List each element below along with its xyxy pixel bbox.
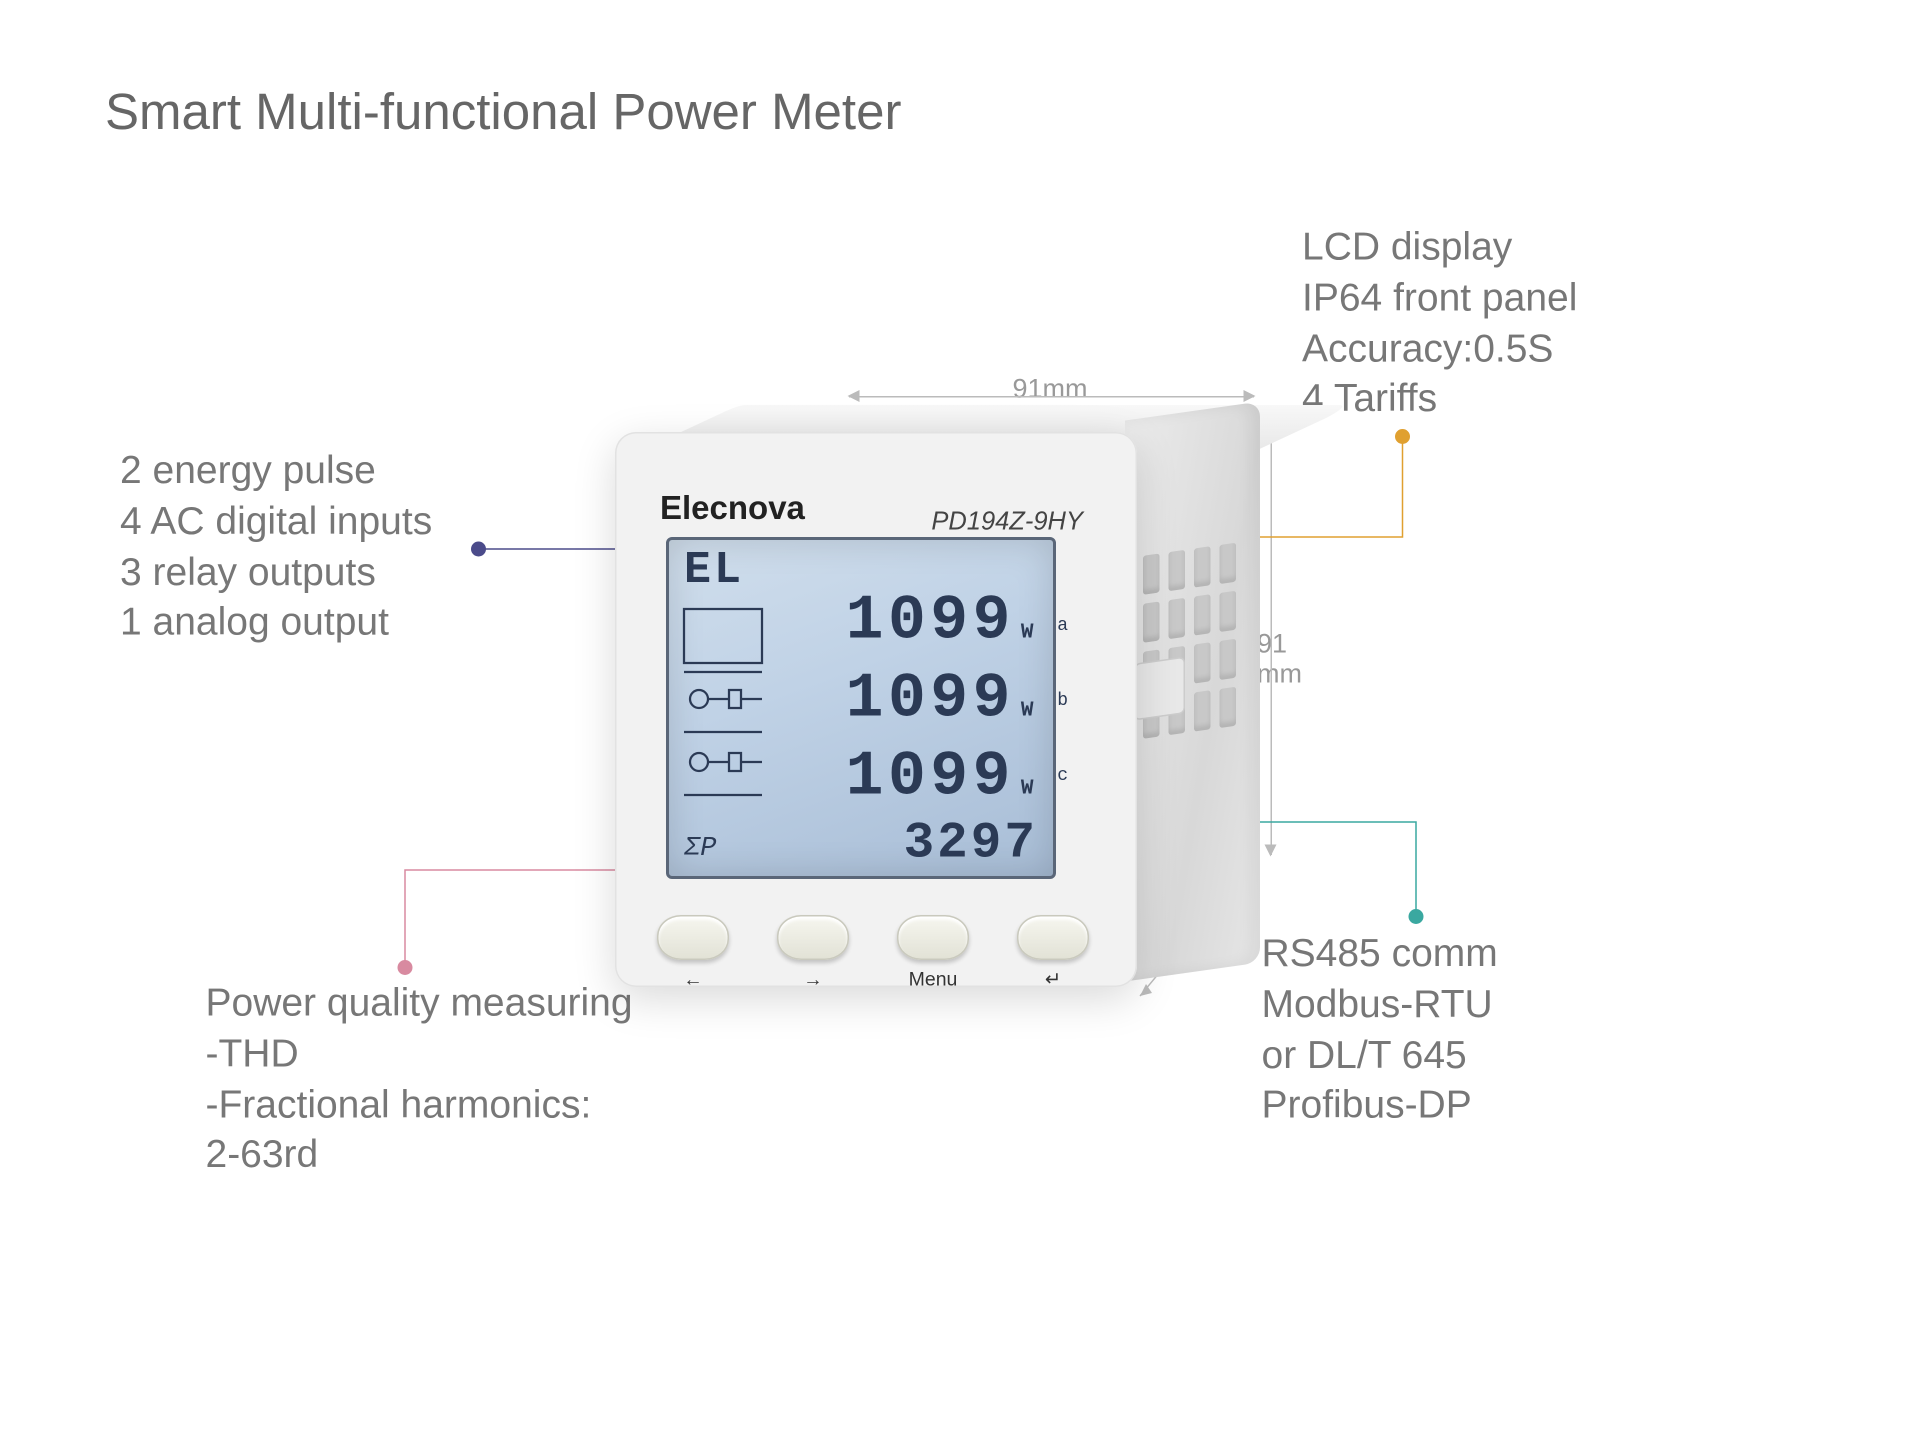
left-button[interactable]: ← — [657, 915, 729, 960]
enter-button[interactable]: ↵ — [1017, 915, 1089, 960]
meter-front-panel: Elecnova PD194Z-9HY EL — [615, 432, 1137, 987]
callout-line: RS485 comm — [1262, 929, 1498, 980]
lcd-phase-label: b — [1057, 690, 1068, 711]
page-title: Smart Multi-functional Power Meter — [105, 84, 901, 143]
callout-line: IP64 front panel — [1302, 273, 1577, 324]
lcd-reading-c: 1099W — [846, 741, 1038, 813]
meter-buttons: ← → Menu ↵ — [657, 915, 1089, 960]
meter-model: PD194Z-9HY — [931, 507, 1083, 537]
power-meter-device: Elecnova PD194Z-9HY EL — [615, 405, 1260, 1013]
meter-mounting-clip — [1134, 656, 1185, 720]
menu-label: Menu — [909, 968, 958, 991]
callout-line: or DL/T 645 — [1262, 1030, 1498, 1081]
dimension-width: 91mm — [1013, 374, 1088, 406]
callout-display: LCD display IP64 front panel Accuracy:0.… — [1302, 222, 1577, 425]
callout-io: 2 energy pulse 4 AC digital inputs 3 rel… — [120, 446, 432, 649]
meter-brand: Elecnova — [660, 489, 805, 528]
callout-line: 2-63rd — [206, 1130, 633, 1181]
callout-power-quality: Power quality measuring -THD -Fractional… — [206, 978, 633, 1181]
callout-line: 4 AC digital inputs — [120, 496, 432, 547]
callout-line: 2 energy pulse — [120, 446, 432, 497]
left-arrow-icon: ← — [683, 968, 703, 991]
right-arrow-icon: → — [803, 968, 823, 991]
callout-line: Modbus-RTU — [1262, 979, 1498, 1030]
lcd-sigma-label: ΣP — [684, 834, 716, 864]
lcd-phase-label: a — [1057, 615, 1068, 636]
callout-line: 4 Tariffs — [1302, 374, 1577, 425]
dimension-height: 91mm — [1257, 630, 1302, 689]
lcd-phase-label: c — [1057, 765, 1068, 786]
callout-line: -Fractional harmonics: — [206, 1079, 633, 1130]
menu-button[interactable]: Menu — [897, 915, 969, 960]
dimension-arrow-width — [849, 396, 1254, 398]
lcd-wiring-diagram-icon — [678, 606, 774, 801]
callout-comm: RS485 comm Modbus-RTU or DL/T 645 Profib… — [1262, 929, 1498, 1132]
lcd-total: 3297 — [904, 816, 1038, 873]
lcd-reading-a: 1099W — [846, 585, 1038, 657]
lcd-mode-label: EL — [684, 546, 744, 597]
meter-lcd: EL a b — [666, 537, 1056, 879]
enter-icon: ↵ — [1045, 968, 1061, 992]
callout-line: -THD — [206, 1029, 633, 1080]
callout-line: Accuracy:0.5S — [1302, 323, 1577, 374]
callout-line: Profibus-DP — [1262, 1081, 1498, 1132]
right-button[interactable]: → — [777, 915, 849, 960]
callout-line: 1 analog output — [120, 598, 432, 649]
callout-line: Power quality measuring — [206, 978, 633, 1029]
lcd-reading-b: 1099W — [846, 663, 1038, 735]
callout-line: LCD display — [1302, 222, 1577, 273]
callout-line: 3 relay outputs — [120, 547, 432, 598]
dimension-arrow-height — [1271, 428, 1273, 856]
